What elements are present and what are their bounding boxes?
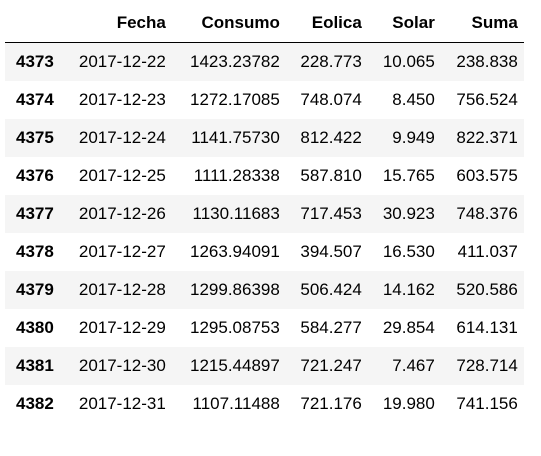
consumo-cell: 1215.44897 <box>190 356 280 375</box>
row-index-cell: 4382 <box>16 394 54 413</box>
row-index-cell: 4379 <box>16 280 54 299</box>
solar-cell: 9.949 <box>392 128 435 147</box>
row-index-cell: 4380 <box>16 318 54 337</box>
suma-cell: 238.838 <box>456 52 518 71</box>
column-header-eolica: Eolica <box>285 4 368 43</box>
suma-cell: 603.575 <box>456 166 518 185</box>
fecha-cell: 2017-12-28 <box>78 280 166 299</box>
header-row: Fecha Consumo Eolica Solar Suma <box>5 4 524 43</box>
column-header-fecha: Fecha <box>59 4 172 43</box>
table-row: 4374 2017-12-23 1272.17085 748.074 8.450 756.… <box>5 81 524 119</box>
fecha-cell: 2017-12-22 <box>78 52 166 71</box>
eolica-cell: 394.507 <box>300 242 362 261</box>
eolica-cell: 748.074 <box>300 90 362 109</box>
table-row: 4381 2017-12-30 1215.44897 721.247 7.467 728.… <box>5 347 524 385</box>
table-row: 4376 2017-12-25 1111.28338 587.810 15.765 603… <box>5 157 524 195</box>
suma-cell: 756.524 <box>456 90 518 109</box>
fecha-cell: 2017-12-25 <box>78 166 166 185</box>
fecha-cell: 2017-12-23 <box>78 90 166 109</box>
solar-cell: 15.765 <box>382 166 435 185</box>
eolica-cell: 228.773 <box>300 52 362 71</box>
suma-cell: 822.371 <box>456 128 518 147</box>
eolica-cell: 721.176 <box>300 394 362 413</box>
fecha-cell: 2017-12-30 <box>78 356 166 375</box>
table-row: 4380 2017-12-29 1295.08753 584.277 29.854 614… <box>5 309 524 347</box>
consumo-cell: 1272.17085 <box>190 90 280 109</box>
consumo-cell: 1299.86398 <box>190 280 280 299</box>
solar-cell: 10.065 <box>382 52 435 71</box>
consumo-cell: 1130.11683 <box>192 204 280 223</box>
solar-cell: 8.450 <box>392 90 435 109</box>
column-header-index <box>5 4 60 43</box>
table-row: 4375 2017-12-24 1141.75730 812.422 9.949 822.… <box>5 119 524 157</box>
row-index-cell: 4381 <box>16 356 54 375</box>
solar-cell: 14.162 <box>382 280 435 299</box>
suma-cell: 728.714 <box>456 356 518 375</box>
solar-cell: 29.854 <box>382 318 435 337</box>
column-header-suma: Suma <box>440 4 524 43</box>
suma-cell: 748.376 <box>456 204 518 223</box>
eolica-cell: 721.247 <box>300 356 362 375</box>
row-index-cell: 4374 <box>16 90 54 109</box>
table-row: 4373 2017-12-22 1423.23782 228.773 10.065 238… <box>5 42 524 81</box>
eolica-cell: 584.277 <box>300 318 362 337</box>
suma-cell: 614.131 <box>456 318 518 337</box>
suma-cell: 741.156 <box>456 394 518 413</box>
table-row: 4377 2017-12-26 1130.11683 717.453 30.923 748… <box>5 195 524 233</box>
table-row: 4382 2017-12-31 1107.11488 721.176 19.980 741… <box>5 385 524 423</box>
consumo-cell: 1423.23782 <box>190 52 280 71</box>
consumo-cell: 1263.94091 <box>190 242 280 261</box>
fecha-cell: 2017-12-29 <box>78 318 166 337</box>
solar-cell: 19.980 <box>382 394 435 413</box>
consumo-cell: 1141.75730 <box>191 128 280 147</box>
suma-cell: 520.586 <box>456 280 518 299</box>
solar-cell: 30.923 <box>382 204 435 223</box>
consumo-cell: 1107.11488 <box>192 394 280 413</box>
consumo-cell: 1295.08753 <box>190 318 280 337</box>
table-row: 4378 2017-12-27 1263.94091 394.507 16.530 411… <box>5 233 524 271</box>
row-index-cell: 4373 <box>16 52 54 71</box>
table-header: Fecha Consumo Eolica Solar Suma <box>5 4 524 43</box>
column-header-solar: Solar <box>367 4 441 43</box>
fecha-cell: 2017-12-31 <box>78 394 166 413</box>
solar-cell: 7.467 <box>392 356 435 375</box>
table-row: 4379 2017-12-28 1299.86398 506.424 14.162 520… <box>5 271 524 309</box>
column-header-consumo: Consumo <box>171 4 286 43</box>
suma-cell: 411.037 <box>457 242 518 261</box>
eolica-cell: 587.810 <box>300 166 362 185</box>
eolica-cell: 717.453 <box>300 204 362 223</box>
fecha-cell: 2017-12-27 <box>78 242 166 261</box>
data-table: Fecha Consumo Eolica Solar Suma 4373 2017… <box>5 4 524 423</box>
row-index-cell: 4376 <box>16 166 54 185</box>
fecha-cell: 2017-12-26 <box>78 204 166 223</box>
row-index-cell: 4375 <box>16 128 54 147</box>
fecha-cell: 2017-12-24 <box>78 128 166 147</box>
consumo-cell: 1111.28338 <box>193 166 280 185</box>
table-body: 4373 2017-12-22 1423.23782 228.773 10.065 238… <box>5 42 524 423</box>
row-index-cell: 4377 <box>16 204 54 223</box>
eolica-cell: 812.422 <box>300 128 362 147</box>
solar-cell: 16.530 <box>382 242 435 261</box>
eolica-cell: 506.424 <box>300 280 362 299</box>
row-index-cell: 4378 <box>16 242 54 261</box>
